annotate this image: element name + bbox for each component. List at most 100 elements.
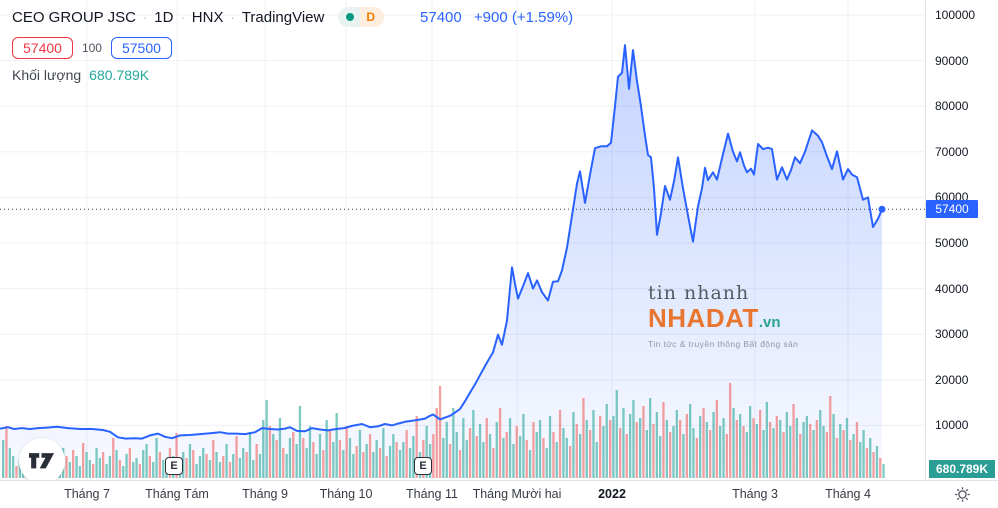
volume-bar [75, 456, 78, 478]
volume-bar [135, 458, 138, 478]
price-axis-tick: 80000 [935, 99, 969, 114]
volume-bar [235, 436, 238, 478]
volume-bar [195, 464, 198, 478]
volume-bar [605, 404, 608, 478]
platform-label[interactable]: TradingView [241, 8, 325, 26]
volume-bar [508, 418, 512, 478]
volume-bar [582, 398, 585, 478]
volume-bar [599, 416, 602, 478]
volume-bar [609, 420, 612, 478]
current-price-badge: 57400 [926, 200, 978, 219]
price-series-line [0, 44, 883, 440]
volume-bar [545, 448, 548, 478]
volume-bar [118, 460, 121, 478]
interval-label[interactable]: 1D [154, 8, 174, 26]
volume-bar [832, 414, 835, 478]
volume-bar [88, 460, 91, 478]
volume-bar [592, 410, 595, 478]
earnings-marker[interactable]: E [165, 457, 183, 475]
volume-bar [859, 442, 862, 478]
volume-bar [325, 420, 328, 478]
volume-bar [802, 422, 805, 478]
volume-bar [612, 416, 615, 478]
volume-bar [248, 432, 252, 478]
volume-bar [685, 414, 688, 478]
volume-bar [198, 456, 202, 478]
volume-bar [602, 426, 605, 478]
earnings-marker[interactable]: E [414, 457, 432, 475]
volume-bar [442, 438, 445, 478]
volume-bar [388, 446, 392, 478]
volume-bar [829, 396, 832, 478]
volume-bar [492, 448, 495, 478]
volume-bar [85, 452, 88, 478]
volume-bar [398, 450, 402, 478]
volume-bar [739, 414, 742, 478]
volume-bar [215, 452, 218, 478]
volume-bar [112, 438, 115, 478]
current-volume-badge: 680.789K [929, 460, 995, 478]
volume-bar [392, 434, 395, 478]
volume-bar [2, 440, 5, 478]
volume-bar [72, 450, 75, 478]
volume-bar [98, 458, 101, 478]
volume-bar [365, 444, 368, 478]
volume-bar [649, 398, 652, 478]
tradingview-logo-icon [29, 453, 55, 469]
volume-bar [465, 440, 468, 478]
volume-bar [669, 432, 672, 478]
volume-bar [495, 422, 498, 478]
time-axis[interactable]: Tháng 7 Tháng Tám Tháng 9 Tháng 10 Tháng 11 T… [0, 480, 998, 508]
volume-bar [108, 456, 111, 478]
volume-bar [569, 446, 572, 478]
tradingview-logo[interactable] [19, 438, 65, 484]
volume-bar [68, 462, 71, 478]
gear-icon [955, 487, 970, 502]
volume-bar [15, 466, 18, 478]
volume-bar [342, 450, 345, 478]
volume-study-label[interactable]: Khối lượng [12, 67, 82, 83]
price-axis[interactable]: 57400 680.789K 100000 90000 80000 70000 6000… [925, 0, 998, 480]
volume-bar [839, 424, 842, 478]
ask-button[interactable]: 57500 [110, 37, 172, 59]
time-axis-tick: Tháng 9 [242, 487, 288, 501]
volume-bar [242, 448, 245, 478]
volume-bar [879, 458, 882, 478]
volume-bar [335, 413, 338, 478]
volume-bar [472, 410, 475, 478]
volume-bar [855, 422, 859, 478]
volume-bar [245, 452, 248, 478]
volume-bar [482, 442, 485, 478]
symbol-title[interactable]: CEO GROUP JSC [12, 8, 136, 26]
volume-bar [228, 462, 232, 478]
price-change: +900 (+1.59%) [473, 8, 574, 26]
volume-bar [869, 438, 872, 478]
exchange-label: HNX [191, 8, 224, 26]
volume-bar [152, 462, 155, 478]
volume-bar [759, 410, 762, 478]
volume-bar [498, 408, 502, 478]
volume-bar [732, 408, 735, 478]
volume-bar [405, 430, 408, 478]
volume-bar [792, 404, 795, 478]
volume-bar [238, 458, 242, 478]
volume-bar [548, 416, 552, 478]
volume-bar [689, 404, 692, 478]
volume-bar [645, 430, 648, 478]
bid-button[interactable]: 57400 [12, 37, 73, 59]
volume-bar [552, 432, 555, 478]
volume-bar [318, 434, 322, 478]
market-status-badge[interactable]: D [338, 7, 385, 27]
volume-bar [128, 448, 131, 478]
volume-bar [192, 450, 195, 478]
volume-bar [762, 430, 765, 478]
volume-bar [639, 418, 642, 478]
volume-bar [315, 454, 318, 478]
volume-bar [452, 408, 455, 478]
volume-bar [462, 418, 465, 478]
volume-bar [735, 420, 738, 478]
chart-legend: CEO GROUP JSC · 1D · HNX · TradingView D… [12, 6, 573, 83]
volume-bar [122, 466, 125, 478]
volume-bar [295, 444, 298, 478]
axis-settings-gear-button[interactable] [952, 484, 973, 505]
